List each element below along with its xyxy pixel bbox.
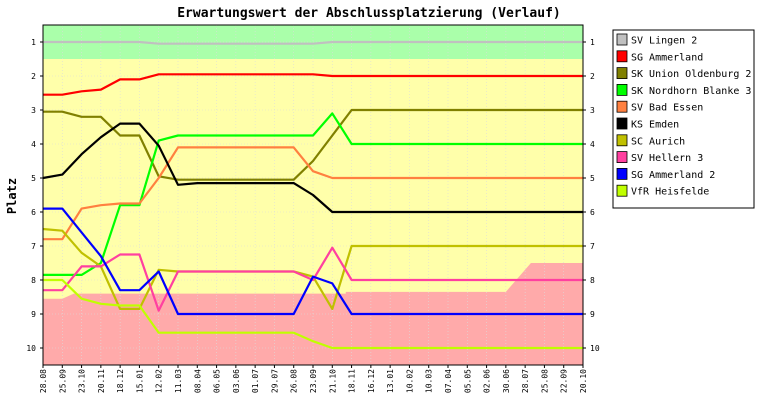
x-tick-label: 30.06 xyxy=(502,369,511,393)
legend-box xyxy=(612,29,755,209)
legend-entry: SG Ammerland xyxy=(631,52,703,63)
legend-swatch xyxy=(616,100,628,113)
y-tick-label: 5 xyxy=(590,174,595,183)
legend-swatch xyxy=(616,33,628,46)
y-tick-label: 1 xyxy=(31,38,36,47)
x-tick-label: 13.01 xyxy=(386,369,395,393)
x-tick-label: 02.06 xyxy=(483,369,492,393)
legend-entry: KS Emden xyxy=(631,120,679,131)
series-line xyxy=(42,122,583,214)
legend-entry: VfR Heisfelde xyxy=(631,187,709,198)
legend-entry: SV Hellern 3 xyxy=(631,153,703,164)
series-line xyxy=(43,112,583,276)
x-tick-label: 06.05 xyxy=(213,369,222,393)
x-tick-label: 07.04 xyxy=(444,369,453,393)
legend: SV Lingen 2 SG Ammerland SK Union Oldenbur… xyxy=(612,29,755,209)
legend-entry: SV Lingen 2 xyxy=(631,36,697,47)
series-line xyxy=(43,146,583,241)
legend-entry: SV Bad Essen xyxy=(631,103,703,114)
x-tick-label: 23.09 xyxy=(309,369,318,393)
legend-swatch xyxy=(616,184,628,197)
x-tick-label: 20.10 xyxy=(579,369,588,393)
legend-swatch xyxy=(616,50,628,63)
y-tick-label: 2 xyxy=(31,72,36,81)
x-tick-label: 12.02 xyxy=(155,369,164,393)
y-tick-label: 10 xyxy=(26,344,36,353)
y-tick-label: 9 xyxy=(590,310,595,319)
y-tick-label: 6 xyxy=(590,208,595,217)
x-tick-label: 23.10 xyxy=(78,369,87,393)
y-tick-label: 4 xyxy=(31,140,36,149)
y-tick-label: 7 xyxy=(590,242,595,251)
x-tick-label: 29.07 xyxy=(270,369,279,393)
x-tick-label: 28.07 xyxy=(521,369,530,393)
x-tick-label: 25.09 xyxy=(58,369,67,393)
x-tick-label: 16.12 xyxy=(367,369,376,393)
x-tick-label: 05.05 xyxy=(463,369,472,393)
y-tick-label: 8 xyxy=(31,276,36,285)
legend-entry: SG Ammerland 2 xyxy=(631,170,715,181)
x-tick-label: 10.02 xyxy=(405,369,414,393)
x-tick-label: 28.08 xyxy=(39,369,48,393)
x-tick-label: 20.11 xyxy=(97,369,106,393)
y-tick-label: 5 xyxy=(31,174,36,183)
x-tick-label: 18.12 xyxy=(116,369,125,393)
legend-swatch xyxy=(616,167,628,180)
x-tick-label: 25.08 xyxy=(540,369,549,393)
legend-entry: SC Aurich xyxy=(631,136,685,147)
y-tick-label: 2 xyxy=(590,72,595,81)
y-tick-label: 3 xyxy=(590,106,595,115)
series-lines xyxy=(42,40,583,350)
legend-swatch xyxy=(616,117,628,130)
x-tick-label: 01.07 xyxy=(251,369,260,393)
legend-swatch xyxy=(616,84,628,96)
axes: 1 1 2 2 3 3 4 4 5 5 6 6 7 7 8 8 9 9 10 10 28.08 25.09 23.10 20.… xyxy=(26,24,600,393)
x-tick-label: 11.03 xyxy=(174,369,183,393)
legend-entry: SK Nordhorn Blanke 3 xyxy=(631,86,751,97)
legend-swatch xyxy=(616,134,628,147)
y-tick-label: 1 xyxy=(590,38,595,47)
y-tick-label: 8 xyxy=(590,276,595,285)
y-tick-label: 3 xyxy=(31,106,36,115)
x-tick-label: 21.10 xyxy=(328,369,337,393)
x-tick-label: 22.09 xyxy=(560,369,569,393)
x-tick-label: 08.04 xyxy=(193,369,202,393)
series-line xyxy=(43,246,583,312)
series-line xyxy=(43,108,583,181)
y-tick-label: 6 xyxy=(31,208,36,217)
y-tick-label: 7 xyxy=(31,242,36,251)
y-tick-label: 4 xyxy=(590,140,595,149)
x-tick-label: 26.08 xyxy=(290,369,299,393)
series-line xyxy=(43,207,583,316)
x-tick-label: 10.03 xyxy=(425,369,434,393)
y-axis-label: Platz xyxy=(5,178,19,214)
x-tick-label: 18.11 xyxy=(348,369,357,393)
legend-entry: SK Union Oldenburg 2 xyxy=(631,69,751,80)
chart-title: Erwartungswert der Abschlussplatzierung … xyxy=(177,6,561,21)
series-line xyxy=(43,40,583,45)
x-tick-label: 03.06 xyxy=(232,369,241,393)
legend-swatch xyxy=(616,151,628,164)
series-line xyxy=(43,278,583,350)
series-line xyxy=(43,73,583,96)
y-tick-label: 9 xyxy=(31,310,36,319)
x-tick-label: 15.01 xyxy=(135,369,144,393)
legend-swatch xyxy=(616,67,628,79)
y-tick-label: 10 xyxy=(590,344,600,353)
